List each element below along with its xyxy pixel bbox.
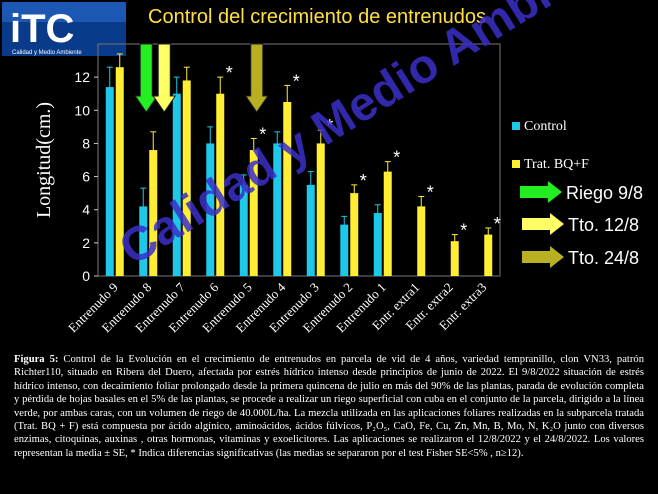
bar	[206, 143, 215, 276]
caption-label: Figura 5:	[14, 354, 59, 365]
event-legend-arrow	[522, 246, 564, 268]
event-legend-label: Tto. 24/8	[568, 248, 639, 268]
plot-frame	[97, 43, 501, 277]
y-tick-label: 6	[82, 169, 90, 185]
event-legend-label: Tto. 12/8	[568, 215, 639, 235]
bar	[316, 143, 325, 276]
legend-label: Control	[524, 119, 567, 134]
legend-swatch	[512, 122, 520, 130]
event-legend-arrow	[522, 213, 564, 235]
significance-mark: *	[326, 116, 333, 136]
logo-subtitle: Calidad y Medio Ambiente	[12, 50, 82, 56]
significance-mark: *	[494, 214, 501, 234]
significance-mark: *	[360, 171, 367, 191]
significance-mark: *	[460, 221, 467, 241]
bar	[273, 143, 282, 276]
bar	[139, 206, 148, 276]
figure-caption: Figura 5: Control de la Evolución en el …	[14, 353, 644, 460]
bar	[182, 80, 191, 276]
y-tick-label: 0	[82, 268, 90, 284]
bar	[383, 171, 392, 276]
bar	[105, 87, 114, 276]
event-legend-label: Riego 9/8	[566, 183, 643, 203]
significance-mark: *	[259, 124, 266, 144]
bar	[417, 206, 426, 276]
significance-mark: *	[427, 182, 434, 202]
bar	[115, 67, 124, 276]
y-tick-label: 10	[74, 102, 90, 118]
event-legend-arrow	[520, 181, 562, 203]
y-axis-label: Longitud(cm.)	[33, 102, 55, 218]
tto24-arrow	[244, 43, 269, 113]
bar	[373, 213, 382, 276]
y-tick-label: 8	[82, 135, 90, 151]
tto12-arrow	[152, 43, 177, 113]
significance-mark: *	[226, 63, 233, 83]
bar	[350, 193, 359, 276]
bar	[484, 234, 493, 276]
bar	[306, 184, 315, 276]
bar	[239, 184, 248, 276]
bar	[172, 93, 181, 276]
logo-text: iTC	[10, 7, 74, 51]
legend-swatch	[512, 160, 520, 168]
legend-label: Trat. BQ+F	[524, 157, 589, 172]
significance-mark: *	[293, 71, 300, 91]
bar	[216, 93, 225, 276]
y-tick-label: 12	[74, 69, 90, 85]
chart-title: Control del crecimiento de entrenudos	[148, 6, 486, 28]
y-tick-label: 2	[82, 235, 90, 251]
bar	[283, 102, 292, 276]
bar	[249, 150, 258, 276]
caption-text: Control de la Evolución en el crecimient…	[14, 354, 644, 459]
significance-mark: *	[393, 148, 400, 168]
bar	[450, 241, 459, 276]
bar	[340, 224, 349, 276]
itc-logo: iTC Calidad y Medio Ambiente	[2, 2, 126, 56]
riego-arrow	[134, 43, 159, 113]
bar	[149, 150, 158, 276]
y-tick-label: 4	[82, 202, 90, 218]
